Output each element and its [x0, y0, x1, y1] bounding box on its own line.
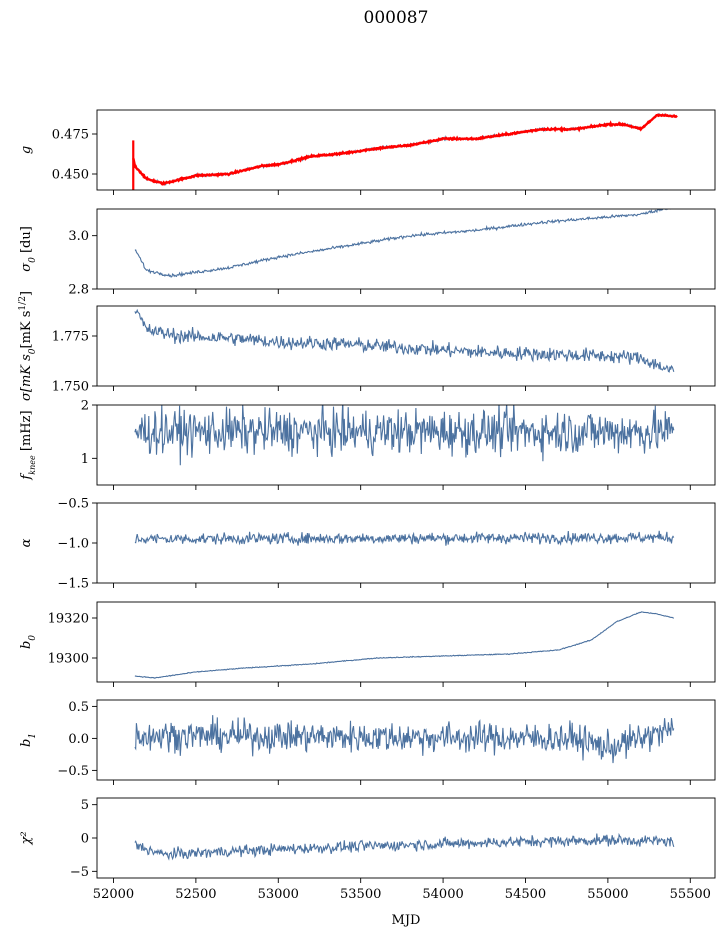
panel-alpha: −1.5 −1.0 −0.5 α: [19, 497, 716, 592]
series-line-sigma0: [134, 209, 672, 278]
y-tick-label-fknee-1: 2: [81, 399, 89, 414]
panel-fknee: 1 2 fknee [mHz]: [19, 399, 716, 490]
y-tick-label-b1-2: 0.5: [68, 700, 89, 715]
panel-frame-g: [96, 109, 716, 191]
y-axis-label-fknee: fknee [mHz]: [19, 410, 37, 480]
y-tick-label-fknee-0: 1: [81, 452, 89, 467]
y-tick-label-alpha-2: −0.5: [57, 497, 89, 512]
panel-frame-sigma0: [96, 208, 716, 290]
panels-group: 0.450 0.475 g 2.8 3.0 σ0 [du] 1.750 1.775 σ[mK s…: [18, 109, 716, 902]
series-line-chi2: [134, 832, 675, 861]
y-tick-label-chi2-1: 0: [81, 832, 89, 847]
panel-g: 0.450 0.475 g: [19, 109, 716, 195]
y-tick-label-b1-0: −0.5: [57, 764, 89, 779]
x-tick-label-2: 53000: [258, 887, 299, 902]
y-tick-label-chi2-0: −5: [70, 865, 89, 880]
y-axis-label-alpha: α: [19, 538, 34, 547]
series-line-fknee: [134, 405, 675, 466]
x-tick-label-7: 55500: [670, 887, 711, 902]
panel-b1: −0.5 0.0 0.5 b1: [19, 699, 716, 785]
panel-frame-b1: [96, 699, 716, 781]
panel-frame-b0: [96, 601, 716, 683]
panel-chi2: −5 0 5 52000 52500 53000 53500 54000 54500 55000 5…: [19, 797, 716, 902]
y-tick-label-g-1: 0.475: [52, 128, 89, 143]
y-tick-label-b1-1: 0.0: [68, 732, 89, 747]
y-axis-label-sigma0_phys: σ[mK s0[mK s1/2]: [18, 291, 38, 401]
y-tick-label-alpha-1: −1.0: [57, 537, 89, 552]
y-tick-label-sigma0_phys-0: 1.750: [52, 380, 89, 395]
series-line-b1: [134, 715, 675, 764]
x-tick-label-6: 55000: [587, 887, 628, 902]
x-tick-label-0: 52000: [93, 887, 134, 902]
panel-sigma0_phys: 1.750 1.775 σ[mK s0[mK s1/2]: [18, 291, 716, 401]
fit-line-g: [132, 113, 678, 187]
y-axis-label-b1: b1: [19, 733, 38, 747]
y-tick-label-b0-0: 19300: [48, 652, 89, 667]
y-tick-label-sigma0-1: 3.0: [68, 229, 89, 244]
y-tick-label-alpha-0: −1.5: [57, 577, 89, 592]
y-tick-label-g-0: 0.450: [52, 168, 89, 183]
panel-b0: 19300 19320 b0: [19, 601, 716, 687]
y-tick-label-chi2-2: 5: [81, 798, 89, 813]
series-line-sigma0_phys: [134, 308, 675, 373]
panel-frame-fknee: [96, 404, 716, 486]
panel-sigma0: 2.8 3.0 σ0 [du]: [19, 208, 716, 298]
x-axis-label: MJD: [392, 913, 421, 928]
x-tick-label-4: 54000: [422, 887, 463, 902]
y-tick-label-sigma0_phys-1: 1.775: [52, 330, 89, 345]
y-axis-label-g: g: [19, 146, 34, 154]
y-axis-label-b0: b0: [19, 635, 38, 649]
x-tick-label-5: 54500: [505, 887, 546, 902]
panel-frame-alpha: [96, 502, 716, 584]
y-tick-label-sigma0-0: 2.8: [68, 283, 89, 298]
panel-frame-sigma0_phys: [96, 305, 716, 387]
y-axis-label-chi2: χ²: [19, 831, 34, 845]
figure-title: 000087: [364, 8, 429, 28]
series-line-b0: [134, 611, 675, 679]
x-tick-label-3: 53500: [340, 887, 381, 902]
x-tick-label-1: 52500: [175, 887, 216, 902]
y-tick-label-b0-1: 19320: [48, 612, 89, 627]
series-line-alpha: [134, 530, 675, 546]
panel-frame-chi2: [96, 797, 716, 879]
y-axis-label-sigma0: σ0 [du]: [19, 226, 38, 272]
